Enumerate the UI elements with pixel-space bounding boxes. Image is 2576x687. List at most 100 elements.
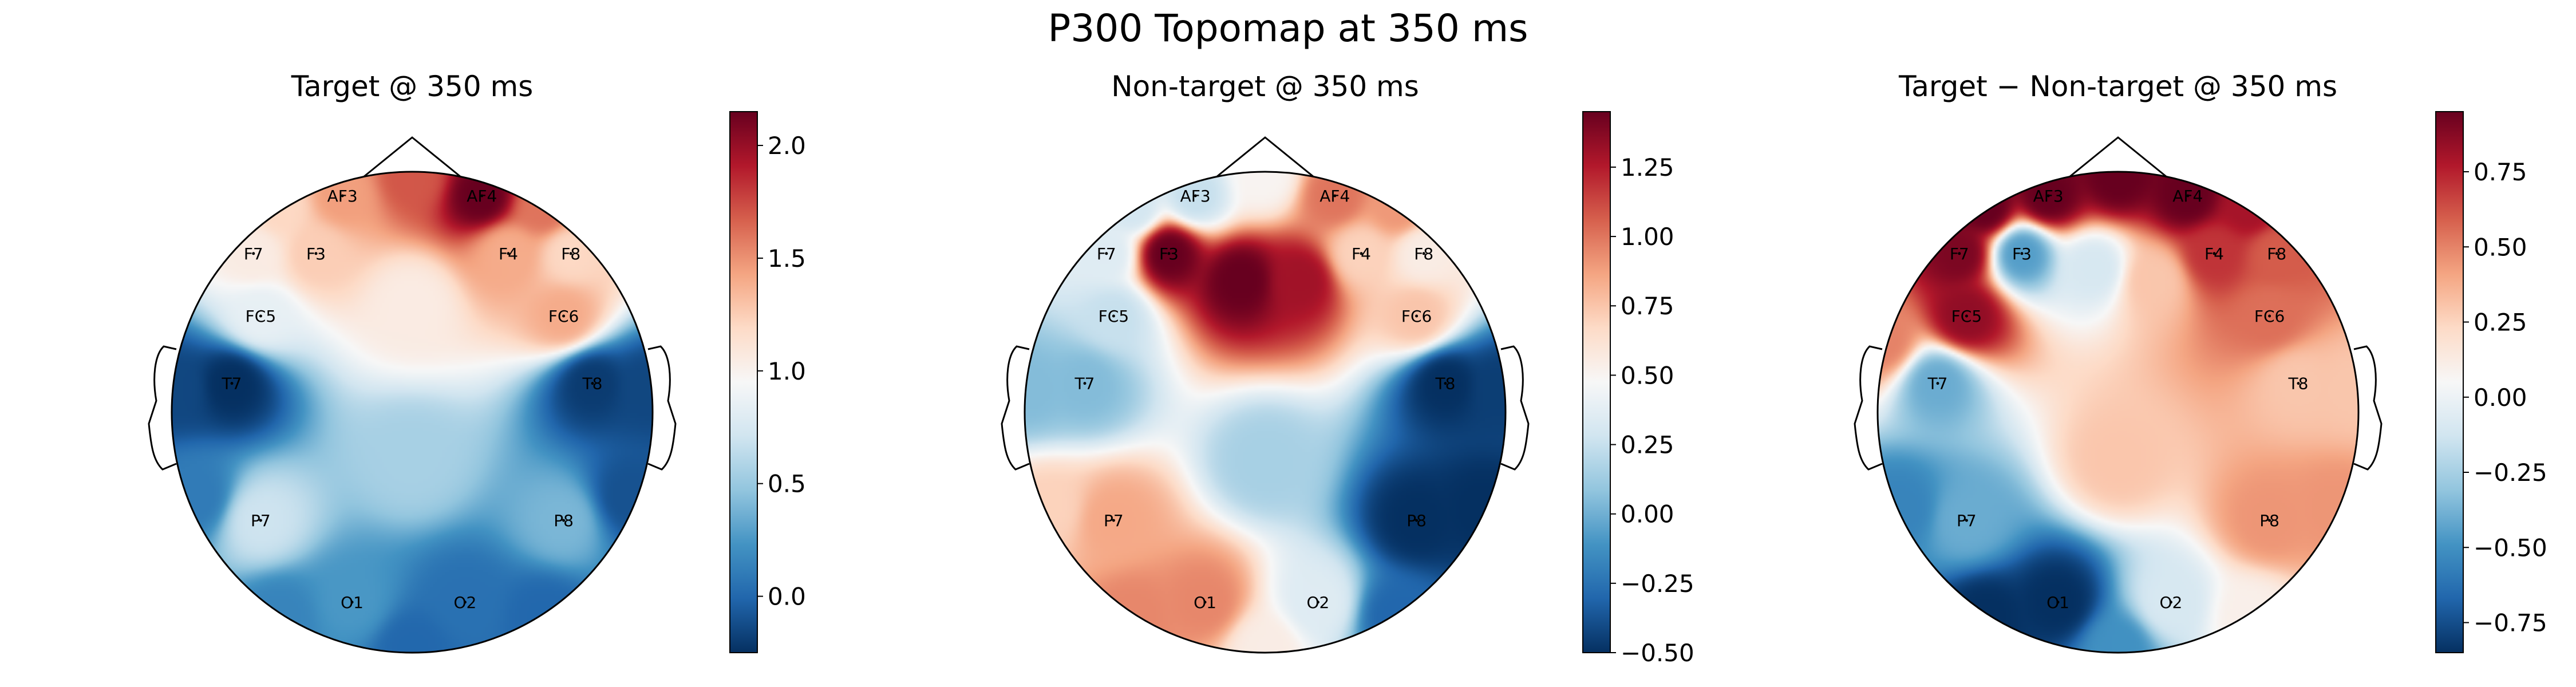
nose-outline <box>2069 136 2167 178</box>
electrode-marker <box>259 314 262 318</box>
electrode-marker <box>350 601 354 604</box>
left-ear-outline <box>1001 345 1030 471</box>
electrode-marker <box>1965 314 1968 318</box>
electrode-label: AF3 <box>1180 187 1211 206</box>
electrode-marker <box>507 252 510 255</box>
electrode-marker <box>1965 519 1968 522</box>
nose-outline <box>1216 136 1314 178</box>
electrode-marker <box>1958 252 1961 255</box>
head-outline <box>1876 171 2360 654</box>
electrode-label: FC5 <box>246 307 276 326</box>
electrode-marker <box>1112 314 1115 318</box>
electrode-marker <box>1105 252 1108 255</box>
colorbar-tick-label: 0.75 <box>2474 158 2527 186</box>
left-ear-outline <box>148 345 177 471</box>
colorbar-tick-label: 2.0 <box>768 132 806 160</box>
colorbar-tick-label: 0.75 <box>1621 292 1674 320</box>
electrode-marker <box>230 382 234 385</box>
head-outline <box>1024 171 1507 654</box>
electrode-marker <box>2275 252 2278 255</box>
topomap-field <box>172 172 653 653</box>
electrode-label: T8 <box>582 374 603 393</box>
electrode-label: O2 <box>2159 593 2182 612</box>
electrode-label: AF4 <box>2172 187 2203 206</box>
electrode-marker <box>2056 601 2060 604</box>
electrode-label: F7 <box>244 244 263 263</box>
electrode-label: O1 <box>1194 593 1216 612</box>
colorbar-tick-label: 1.0 <box>768 357 806 385</box>
topomap-field <box>1878 172 2358 653</box>
electrode-label: P8 <box>1406 511 1427 530</box>
panel-title: Target − Non-target @ 350 ms <box>1898 70 2337 103</box>
electrode-label: F3 <box>2012 244 2032 263</box>
electrode-label: AF3 <box>327 187 358 206</box>
colorbar-tick-label: −0.25 <box>2474 459 2547 487</box>
electrode-marker <box>341 194 344 198</box>
electrode-marker <box>591 382 594 385</box>
electrode-label: P7 <box>1957 511 1977 530</box>
electrode-label: F7 <box>1097 244 1116 263</box>
colorbar-tick-label: −0.50 <box>2474 534 2547 562</box>
head-outline <box>171 171 654 654</box>
electrode-marker <box>2268 519 2271 522</box>
colorbar-tick-label: 1.00 <box>1621 223 1674 251</box>
electrode-marker <box>569 252 572 255</box>
electrode-label: FC6 <box>548 307 579 326</box>
electrode-label: O2 <box>1306 593 1329 612</box>
topomap-panel: Target − Non-target @ 350 ms AF3 AF4 F7 F3 F4… <box>1854 70 2547 654</box>
colorbar-tick-label: 0.50 <box>2474 233 2527 261</box>
electrode-marker <box>259 519 262 522</box>
electrode-label: O1 <box>2046 593 2069 612</box>
electrode-label: T7 <box>222 374 242 393</box>
panel-title: Target @ 350 ms <box>291 70 534 103</box>
electrode-marker <box>2046 194 2050 198</box>
colorbar <box>2435 111 2464 653</box>
topomap-panel: Non-target @ 350 ms AF3 AF4 F7 F3 F4 F8 FC5 FC6 T… <box>1001 70 1694 667</box>
electrode-marker <box>1444 382 1447 385</box>
electrode-marker <box>2297 382 2300 385</box>
colorbar-tick-label: 0.0 <box>768 583 806 611</box>
colorbar <box>1582 111 1611 653</box>
right-ear-outline <box>2353 345 2383 471</box>
figure-title: P300 Topomap at 350 ms <box>1048 6 1528 50</box>
electrode-label: T7 <box>1927 374 1948 393</box>
electrode-marker <box>562 519 566 522</box>
electrode-label: F4 <box>1352 244 1371 263</box>
electrode-label: F7 <box>1950 244 1969 263</box>
electrode-marker <box>2186 194 2190 198</box>
electrode-label: O2 <box>453 593 476 612</box>
electrode-label: AF3 <box>2033 187 2064 206</box>
right-ear-outline <box>647 345 677 471</box>
electrode-marker <box>1203 601 1207 604</box>
electrode-marker <box>2020 252 2024 255</box>
electrode-marker <box>1167 252 1171 255</box>
right-ear-outline <box>1500 345 1530 471</box>
electrode-label: F4 <box>499 244 518 263</box>
electrode-marker <box>2212 252 2216 255</box>
electrode-label: T7 <box>1074 374 1095 393</box>
electrode-label: F8 <box>1414 244 1433 263</box>
colorbar-tick-label: 0.50 <box>1621 361 1674 389</box>
electrode-label: F3 <box>306 244 326 263</box>
colorbar <box>729 111 758 653</box>
electrode-marker <box>252 252 255 255</box>
electrode-label: P8 <box>554 511 574 530</box>
electrode-marker <box>314 252 318 255</box>
colorbar-tick-label: 1.5 <box>768 244 806 273</box>
colorbar-tick-label: −0.25 <box>1621 570 1694 598</box>
electrode-marker <box>1316 601 1319 604</box>
electrode-label: FC5 <box>1099 307 1129 326</box>
electrode-marker <box>463 601 467 604</box>
electrode-marker <box>1360 252 1363 255</box>
electrode-label: P7 <box>251 511 271 530</box>
colorbar-tick-label: −0.75 <box>2474 609 2547 637</box>
electrode-label: P8 <box>2259 511 2279 530</box>
electrode-marker <box>480 194 484 198</box>
electrode-label: T8 <box>2288 374 2309 393</box>
electrode-label: FC5 <box>1951 307 1982 326</box>
colorbar-tick-label: 0.5 <box>768 470 806 498</box>
electrode-label: O1 <box>341 593 364 612</box>
colorbar-tick-label: 0.00 <box>2474 384 2527 412</box>
topomap-field <box>1025 172 1506 653</box>
